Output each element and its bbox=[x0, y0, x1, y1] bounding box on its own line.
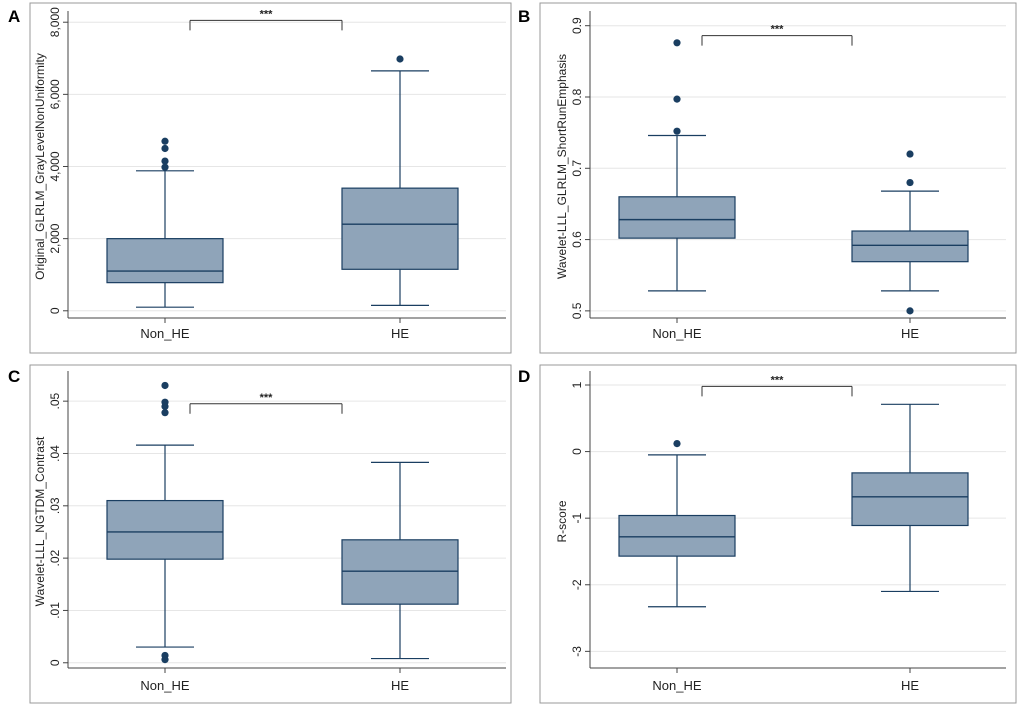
outlier-point bbox=[673, 95, 681, 103]
box-he bbox=[341, 461, 459, 660]
x-tick-label: Non_HE bbox=[140, 326, 189, 341]
panel-label: A bbox=[8, 7, 20, 26]
chart-panel-d: D -3 -2 -1 0 1 R-score Non_HE HE *** bbox=[518, 364, 1017, 704]
box-he bbox=[851, 150, 969, 315]
y-tick-label: .04 bbox=[48, 445, 62, 462]
y-tick-label: 0.5 bbox=[570, 302, 584, 319]
y-axis-title: R-score bbox=[555, 500, 569, 542]
outlier-point bbox=[161, 398, 169, 406]
panel-frame bbox=[29, 364, 512, 704]
iqr-box bbox=[851, 230, 969, 263]
chart-panel-b: B 0.5 0.6 0.7 0.8 0.9 Wavelet-LLL_GLRLM_ShortR… bbox=[518, 2, 1017, 354]
y-tick-label: 0 bbox=[48, 659, 62, 666]
x-tick-label: HE bbox=[391, 326, 409, 341]
iqr-box bbox=[618, 514, 736, 557]
box-non-he bbox=[618, 39, 736, 292]
box-non-he bbox=[106, 381, 224, 664]
y-tick-label: 2,000 bbox=[48, 223, 62, 253]
y-tick-label: .01 bbox=[48, 602, 62, 619]
x-tick-label: HE bbox=[901, 678, 919, 693]
significance-bracket: *** bbox=[189, 392, 343, 414]
x-tick-label: HE bbox=[901, 326, 919, 341]
y-tick-label: -1 bbox=[570, 513, 584, 524]
panel-label: D bbox=[518, 367, 530, 386]
y-tick-label: 0.7 bbox=[570, 160, 584, 177]
significance-label: *** bbox=[771, 374, 785, 386]
outlier-point bbox=[161, 137, 169, 145]
outlier-point bbox=[906, 150, 914, 158]
significance-label: *** bbox=[260, 8, 274, 20]
significance-bracket: *** bbox=[189, 8, 343, 31]
significance-bracket: *** bbox=[701, 374, 853, 397]
significance-label: *** bbox=[771, 24, 785, 36]
iqr-box bbox=[851, 472, 969, 527]
y-tick-label: 0.6 bbox=[570, 231, 584, 248]
y-tick-label: 6,000 bbox=[48, 79, 62, 109]
iqr-box bbox=[106, 238, 224, 284]
outlier-point bbox=[673, 439, 681, 448]
panel-label: C bbox=[8, 367, 20, 386]
y-tick-label: -2 bbox=[570, 579, 584, 590]
iqr-box bbox=[341, 187, 459, 270]
panel-label: B bbox=[518, 7, 530, 26]
panel-frame bbox=[539, 2, 1017, 354]
y-tick-label: 8,000 bbox=[48, 7, 62, 37]
outlier-point bbox=[396, 55, 404, 63]
x-tick-label: Non_HE bbox=[140, 678, 189, 693]
y-tick-label: 0 bbox=[570, 448, 584, 455]
y-tick-label: 0 bbox=[48, 307, 62, 314]
outlier-point bbox=[161, 381, 169, 390]
outlier-point bbox=[673, 127, 681, 135]
box-non-he bbox=[618, 439, 736, 608]
outlier-point bbox=[161, 163, 169, 171]
y-tick-label: 4,000 bbox=[48, 151, 62, 181]
y-tick-label: 0.9 bbox=[570, 17, 584, 34]
significance-bracket: *** bbox=[701, 24, 853, 46]
iqr-box bbox=[341, 539, 459, 605]
box-he bbox=[851, 403, 969, 593]
outlier-point bbox=[906, 178, 914, 187]
x-tick-label: Non_HE bbox=[652, 678, 701, 693]
y-tick-label: .02 bbox=[48, 549, 62, 566]
y-tick-label: .03 bbox=[48, 497, 62, 514]
y-tick-label: 1 bbox=[570, 381, 584, 388]
y-tick-label: -3 bbox=[570, 646, 584, 657]
significance-label: *** bbox=[260, 392, 274, 404]
outlier-point bbox=[161, 144, 169, 153]
outlier-point bbox=[161, 157, 169, 165]
x-tick-label: HE bbox=[391, 678, 409, 693]
box-non-he bbox=[106, 137, 224, 308]
outlier-point bbox=[906, 307, 914, 315]
outlier-point bbox=[161, 409, 169, 417]
box-he bbox=[341, 55, 459, 306]
outlier-point bbox=[673, 39, 681, 47]
y-tick-label: .05 bbox=[48, 392, 62, 409]
iqr-box bbox=[106, 499, 224, 560]
chart-panel-a: A 0 2,000 4,000 6,000 8,000 Original_GLRLM_Gra… bbox=[8, 2, 512, 354]
y-axis-title: Wavelet-LLL_NGTDM_Contrast bbox=[33, 436, 47, 606]
y-axis-title: Original_GLRLM_GrayLevelNonUniformity bbox=[33, 53, 47, 280]
panel-frame bbox=[539, 364, 1017, 704]
iqr-box bbox=[618, 196, 736, 239]
panel-frame bbox=[29, 2, 512, 354]
x-tick-label: Non_HE bbox=[652, 326, 701, 341]
y-axis-title: Wavelet-LLL_GLRLM_ShortRunEmphasis bbox=[555, 54, 569, 279]
y-tick-label: 0.8 bbox=[570, 88, 584, 105]
chart-panel-c: C 0 .01 .02 .03 .04 .05 Wavelet-LLL_NGTDM_Contr… bbox=[8, 364, 512, 704]
outlier-point bbox=[161, 656, 169, 664]
